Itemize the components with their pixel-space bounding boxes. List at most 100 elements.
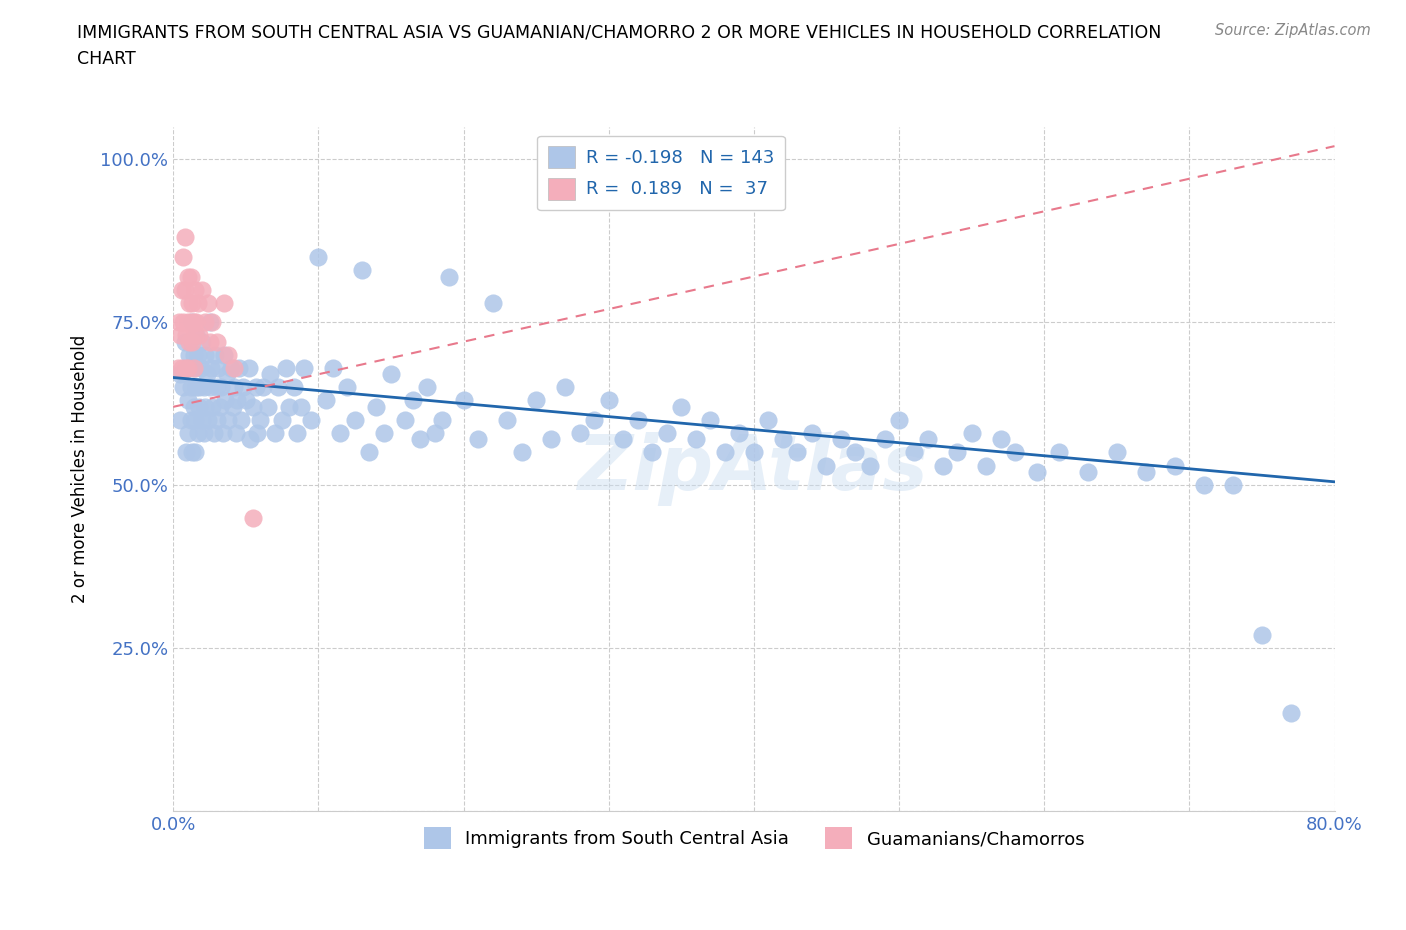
Point <box>197 412 219 427</box>
Point <box>830 432 852 447</box>
Point <box>190 360 212 375</box>
Point <box>246 426 269 441</box>
Point <box>402 392 425 407</box>
Point <box>207 360 229 375</box>
Point <box>416 379 439 394</box>
Point <box>204 347 226 362</box>
Point <box>276 360 298 375</box>
Point <box>184 412 207 427</box>
Text: ZipAtlas: ZipAtlas <box>578 432 929 506</box>
Point <box>307 249 329 264</box>
Point <box>198 379 221 394</box>
Point <box>800 426 823 441</box>
Point <box>1251 628 1274 643</box>
Point <box>170 360 193 375</box>
Point <box>169 327 191 342</box>
Point <box>173 282 195 297</box>
Point <box>756 412 779 427</box>
Point <box>194 399 217 414</box>
Point <box>568 426 591 441</box>
Point <box>188 399 211 414</box>
Point <box>174 445 197 460</box>
Point <box>394 412 416 427</box>
Point <box>214 392 236 407</box>
Point <box>496 412 519 427</box>
Point <box>815 458 838 473</box>
Point <box>350 262 373 277</box>
Point <box>524 392 547 407</box>
Point <box>242 399 264 414</box>
Point <box>271 412 294 427</box>
Point <box>786 445 808 460</box>
Point <box>191 282 214 297</box>
Point <box>225 426 247 441</box>
Point <box>212 347 235 362</box>
Point <box>285 426 308 441</box>
Point <box>181 445 204 460</box>
Point <box>235 392 257 407</box>
Point <box>191 334 214 349</box>
Point <box>655 426 678 441</box>
Point <box>177 314 200 329</box>
Point <box>292 360 315 375</box>
Point <box>263 426 285 441</box>
Point <box>380 366 402 381</box>
Text: Source: ZipAtlas.com: Source: ZipAtlas.com <box>1215 23 1371 38</box>
Point <box>228 360 250 375</box>
Point <box>166 360 188 375</box>
Point <box>946 445 969 460</box>
Point <box>180 379 202 394</box>
Point <box>172 314 194 329</box>
Point <box>184 282 207 297</box>
Point <box>179 334 201 349</box>
Point <box>167 314 190 329</box>
Point <box>583 412 606 427</box>
Point <box>540 432 562 447</box>
Point <box>336 379 359 394</box>
Point <box>510 445 533 460</box>
Point <box>208 399 231 414</box>
Point <box>887 412 910 427</box>
Point <box>974 458 997 473</box>
Point <box>200 360 222 375</box>
Point <box>238 360 260 375</box>
Point <box>917 432 939 447</box>
Point <box>359 445 381 460</box>
Point <box>554 379 576 394</box>
Point <box>222 399 245 414</box>
Point <box>183 399 205 414</box>
Point <box>205 379 228 394</box>
Point <box>299 412 322 427</box>
Point <box>467 432 489 447</box>
Point <box>873 432 896 447</box>
Point <box>437 269 460 284</box>
Point <box>1077 465 1099 480</box>
Point <box>183 314 205 329</box>
Point <box>960 426 983 441</box>
Point <box>211 426 233 441</box>
Text: IMMIGRANTS FROM SOUTH CENTRAL ASIA VS GUAMANIAN/CHAMORRO 2 OR MORE VEHICLES IN H: IMMIGRANTS FROM SOUTH CENTRAL ASIA VS GU… <box>77 23 1161 68</box>
Point <box>198 314 221 329</box>
Point <box>990 432 1012 447</box>
Point <box>453 392 475 407</box>
Point <box>641 445 664 460</box>
Point <box>1279 706 1302 721</box>
Point <box>366 399 388 414</box>
Point <box>193 426 215 441</box>
Point <box>193 379 215 394</box>
Point <box>685 432 707 447</box>
Point <box>1222 478 1244 493</box>
Point <box>201 399 224 414</box>
Point <box>1192 478 1215 493</box>
Point <box>188 379 211 394</box>
Point <box>174 327 197 342</box>
Point <box>728 426 751 441</box>
Point <box>226 392 249 407</box>
Point <box>179 295 201 310</box>
Point <box>481 295 503 310</box>
Point <box>671 399 693 414</box>
Point <box>612 432 634 447</box>
Point <box>239 432 262 447</box>
Point <box>177 426 200 441</box>
Point <box>772 432 794 447</box>
